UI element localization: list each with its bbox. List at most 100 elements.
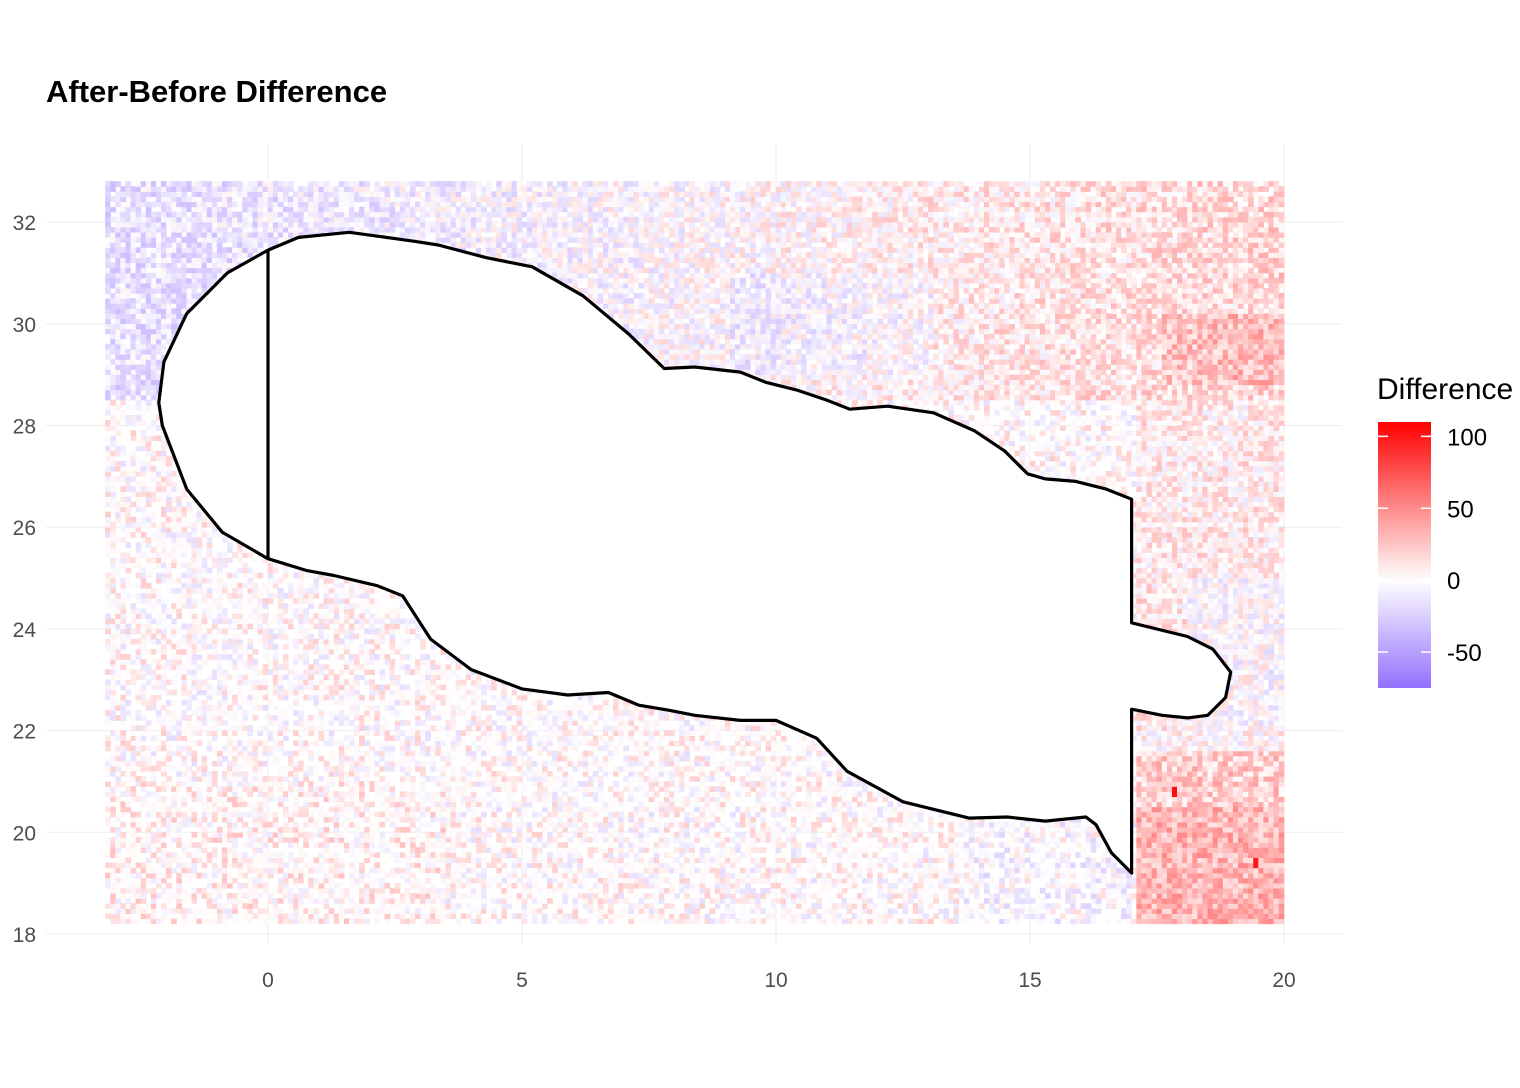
heat-cell xyxy=(851,796,858,803)
heat-cell xyxy=(562,821,569,828)
heat-cell xyxy=(846,806,853,813)
heat-cell xyxy=(318,893,325,899)
heat-cell xyxy=(1273,872,1280,879)
heat-cell xyxy=(430,913,436,920)
heat-cell xyxy=(155,882,162,889)
heat-cell xyxy=(562,750,569,757)
heat-cell xyxy=(542,903,548,909)
heat-cell xyxy=(242,913,248,920)
heat-cell xyxy=(465,776,472,782)
heat-cell xyxy=(765,770,772,777)
heat-cell xyxy=(1126,893,1132,899)
heat-cell xyxy=(1131,801,1137,808)
heat-cell xyxy=(806,770,812,777)
heat-cell xyxy=(1253,852,1259,859)
heat-cell xyxy=(1044,852,1051,859)
heat-cell xyxy=(1177,801,1183,808)
heat-cell xyxy=(1182,755,1188,762)
heat-cell xyxy=(1248,887,1254,894)
heat-cell xyxy=(140,786,147,792)
heat-cell xyxy=(511,786,518,792)
heat-cell xyxy=(1232,796,1239,803)
heat-cell xyxy=(105,837,111,843)
heat-cell xyxy=(684,887,690,894)
heat-cell xyxy=(790,791,797,798)
heat-cell xyxy=(1161,791,1168,798)
heat-cell xyxy=(496,882,502,889)
heat-cell xyxy=(1146,806,1153,813)
heat-cell xyxy=(1217,811,1224,818)
heat-cell xyxy=(1141,760,1148,767)
heat-cell xyxy=(597,760,604,767)
heat-cell xyxy=(587,791,594,798)
heat-cell xyxy=(506,781,513,787)
heat-cell xyxy=(562,872,569,879)
heat-cell xyxy=(613,898,619,904)
heat-cell xyxy=(1232,806,1239,813)
heat-cell xyxy=(658,913,665,920)
heat-cell xyxy=(389,903,396,909)
heat-cell xyxy=(130,826,137,833)
heat-cell xyxy=(862,908,868,914)
heat-cell xyxy=(313,765,320,772)
heat-cell xyxy=(191,867,198,874)
heat-cell xyxy=(475,816,482,823)
heat-cell xyxy=(501,898,508,904)
heat-cell xyxy=(430,867,436,874)
heat-cell xyxy=(404,765,411,772)
heat-cell xyxy=(521,872,528,879)
heat-cell xyxy=(348,786,355,792)
heat-cell xyxy=(460,776,467,782)
heat-cell xyxy=(1197,821,1204,828)
heat-cell xyxy=(140,755,147,762)
heat-cell xyxy=(1141,816,1148,823)
heat-cell xyxy=(354,806,360,813)
heat-cell xyxy=(775,837,782,843)
heat-cell xyxy=(369,882,375,889)
heat-cell xyxy=(1065,847,1071,853)
heat-cell xyxy=(608,826,614,833)
heat-cell xyxy=(917,857,924,864)
heat-cell xyxy=(780,893,787,899)
heat-cell xyxy=(374,826,381,833)
heat-cell xyxy=(587,750,594,757)
heat-cell xyxy=(455,776,462,782)
heat-cell xyxy=(440,832,447,838)
heat-cell xyxy=(1060,821,1066,828)
heat-cell xyxy=(404,862,411,869)
heat-cell xyxy=(176,806,182,813)
heat-cell xyxy=(628,842,635,848)
heat-cell xyxy=(669,903,675,909)
heat-cell xyxy=(323,776,330,782)
heat-cell xyxy=(475,776,482,782)
heat-cell xyxy=(1019,887,1026,894)
heat-cell xyxy=(1085,832,1092,838)
heat-cell xyxy=(181,913,188,920)
heat-cell xyxy=(1156,867,1163,874)
heat-cell xyxy=(699,760,706,767)
heat-cell xyxy=(440,801,447,808)
heat-cell xyxy=(526,760,533,767)
heat-cell xyxy=(521,908,528,914)
heat-cell xyxy=(709,898,716,904)
heat-cell xyxy=(1100,862,1107,869)
heat-cell xyxy=(282,872,289,879)
heat-cell xyxy=(1227,918,1234,925)
heat-cell xyxy=(740,918,746,925)
heat-cell xyxy=(511,862,518,869)
heat-cell xyxy=(348,842,355,848)
heat-cell xyxy=(806,847,812,853)
heat-cell xyxy=(567,786,574,792)
heat-cell xyxy=(359,791,365,798)
heat-cell xyxy=(592,872,599,879)
heat-cell xyxy=(267,776,274,782)
heat-cell xyxy=(867,887,873,894)
heat-cell xyxy=(1227,755,1234,762)
heat-cell xyxy=(120,750,127,757)
heat-cell xyxy=(115,862,121,869)
heat-cell xyxy=(1136,867,1143,874)
heat-cell xyxy=(1217,918,1224,925)
heat-cell xyxy=(1197,857,1204,864)
heat-cell xyxy=(1029,847,1036,853)
heat-cell xyxy=(379,791,386,798)
